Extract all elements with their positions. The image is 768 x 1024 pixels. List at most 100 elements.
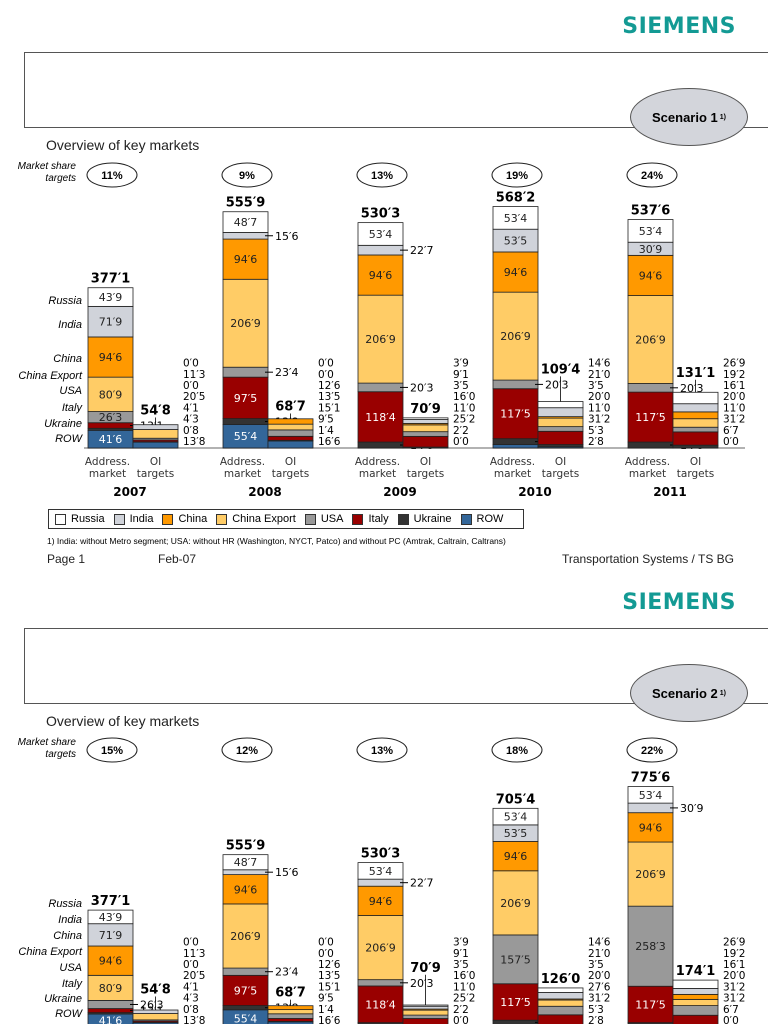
bar-segment-oi-usa — [537, 426, 584, 432]
segment-label: 48′7 — [234, 216, 258, 229]
total-label-oi: 68′7 — [275, 400, 306, 415]
segment-label: 53′4 — [639, 789, 663, 802]
bar-segment-oi-india — [672, 403, 719, 413]
segment-label: 94′6 — [234, 253, 258, 266]
oi-value-label: 0′0 — [318, 358, 334, 370]
bar-segment-oi-china-export — [672, 418, 719, 428]
bar-segment-oi-russia — [672, 979, 719, 989]
bar-segment-address-italy — [627, 391, 674, 443]
legend-swatch — [216, 513, 228, 525]
bar-segment-oi-italy — [402, 1018, 449, 1024]
bar-segment-oi-russia — [402, 417, 449, 420]
segment-label: 117′5 — [635, 411, 666, 424]
legend-item-usa: USA — [304, 513, 343, 525]
year-label: 2007 — [113, 485, 146, 499]
segment-label: 94′6 — [99, 955, 123, 968]
segment-label: 94′6 — [504, 850, 528, 863]
bar-segment-oi-china — [672, 993, 719, 1000]
oi-value-label: 9′1 — [453, 948, 469, 960]
total-label-oi: 70′9 — [410, 961, 441, 976]
bar-segment-address-russia — [222, 854, 269, 871]
segment-label: 94′6 — [234, 883, 258, 896]
legend-item-russia: Russia — [55, 513, 105, 525]
oi-value-label: 0′0 — [183, 959, 199, 971]
bar-segment-oi-italy — [537, 1014, 584, 1024]
stacked-bar-chart: Russia India China China Export USA Italy Ukra… — [18, 162, 745, 499]
bar-segment-address-china-export — [492, 291, 539, 381]
market-share-ellipse — [356, 737, 408, 763]
siemens-logo: SIEMENS — [622, 14, 736, 39]
bar-segment-oi-usa — [267, 1013, 314, 1019]
bar-segment-oi-india — [132, 424, 179, 430]
bar-segment-address-usa — [492, 379, 539, 390]
segment-label: 20′3 — [680, 382, 704, 395]
oi-value-label: 14′6 — [588, 358, 611, 370]
oi-value-label: 2′2 — [453, 425, 469, 437]
bar-segment-oi-usa — [537, 1005, 584, 1016]
bar-axis-label: Address. — [85, 456, 130, 468]
oi-value-label: 15′1 — [318, 981, 340, 993]
oi-value-label: 12′6 — [318, 380, 341, 392]
oi-value-label: 25′2 — [453, 993, 475, 1005]
segment-label: 206′9 — [635, 334, 666, 347]
oi-value-label: 19′2 — [723, 369, 745, 381]
bar-segment-oi-italy — [402, 435, 449, 448]
oi-value-label: 3′5 — [453, 959, 469, 971]
bar-segment-address-russia — [87, 909, 134, 925]
segment-label: 53′4 — [369, 228, 393, 241]
total-label-address: 705′4 — [496, 792, 536, 807]
segment-label: 53′4 — [504, 212, 528, 225]
market-share-value: 12% — [236, 745, 258, 757]
bar-segment-address-russia — [357, 222, 404, 246]
segment-label: 71′9 — [99, 316, 123, 329]
series-label-row: ROW — [55, 433, 84, 445]
bar-segment-oi-china — [267, 1005, 314, 1011]
series-label-russia: Russia — [48, 295, 82, 307]
segment-label: 118′4 — [365, 998, 396, 1011]
total-label-address: 530′3 — [361, 847, 401, 862]
bar-segment-oi-china-export — [537, 417, 584, 428]
year-label: 2011 — [653, 485, 686, 499]
bar-segment-address-usa — [627, 905, 674, 987]
segment-label: 53′4 — [369, 865, 393, 878]
bar-segment-oi-russia — [537, 987, 584, 993]
bar-segment-address-india — [87, 305, 134, 338]
segment-label: 23′4 — [275, 366, 299, 379]
oi-value-label: 19′2 — [723, 948, 745, 960]
legend-item-china: China — [162, 513, 207, 525]
oi-value-label: 11′3 — [183, 948, 205, 960]
bar-segment-address-ukraine — [357, 441, 404, 449]
market-share-value: 13% — [371, 745, 393, 757]
market-share-ellipse — [626, 737, 678, 763]
bar-segment-oi-usa — [672, 1005, 719, 1016]
legend-swatch — [397, 513, 409, 525]
series-label-russia: Russia — [48, 898, 82, 910]
bar-axis-label: Address. — [490, 456, 535, 468]
oi-value-label: 0′8 — [183, 425, 199, 437]
segment-label: 80′9 — [99, 388, 123, 401]
market-share-ellipse — [356, 162, 408, 188]
siemens-logo: SIEMENS — [622, 590, 736, 615]
segment-label: 258′3 — [635, 940, 666, 953]
oi-value-label: 9′5 — [318, 414, 334, 426]
segment-label: 53′5 — [504, 827, 528, 840]
bar-segment-address-china — [492, 251, 539, 293]
legend: Russia India China China Export USA Italy Ukra… — [48, 509, 524, 529]
footer-page: Page 1 — [47, 552, 86, 566]
bar-axis-label: OI — [150, 456, 161, 468]
oi-value-label: 20′0 — [588, 391, 610, 403]
oi-value-label: 6′7 — [723, 1004, 739, 1016]
year-label: 2009 — [383, 485, 416, 499]
oi-value-label: 0′0 — [723, 436, 739, 448]
oi-value-label: 25′2 — [453, 414, 475, 426]
bar-segment-oi-russia — [402, 1004, 449, 1007]
bar-segment-oi-china-export — [402, 1009, 449, 1016]
bar-segment-address-ukraine — [222, 1005, 269, 1011]
oi-value-label: 20′0 — [588, 970, 610, 982]
oi-value-label: 14′6 — [588, 937, 611, 949]
oi-value-label: 27′6 — [588, 981, 611, 993]
segment-label: 48′7 — [234, 856, 258, 869]
title-frame — [24, 628, 768, 704]
oi-value-label: 3′9 — [453, 358, 469, 370]
oi-value-label: 6′7 — [723, 425, 739, 437]
